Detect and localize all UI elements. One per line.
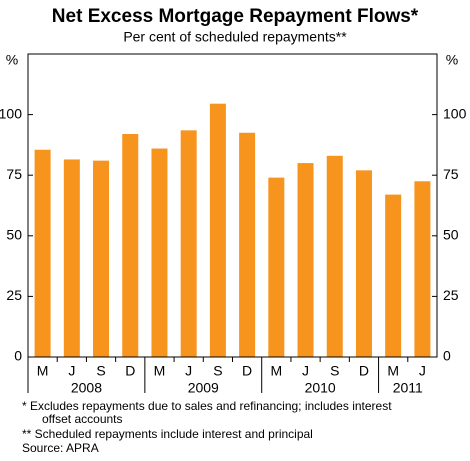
plot-frame xyxy=(27,53,438,358)
x-tick-label: D xyxy=(359,363,369,379)
x-tick-label: J xyxy=(302,363,309,379)
year-label: 2010 xyxy=(305,380,336,396)
bar xyxy=(209,103,226,357)
bar xyxy=(151,148,168,357)
bar xyxy=(414,181,431,357)
bar xyxy=(268,177,285,357)
x-tick-label: D xyxy=(242,363,252,379)
chart-subtitle: Per cent of scheduled repayments** xyxy=(123,29,347,45)
x-tick-label: M xyxy=(387,363,399,379)
x-tick-label: J xyxy=(419,363,426,379)
y-tick-label: 50 xyxy=(6,227,22,243)
note: offset accounts xyxy=(42,412,123,426)
year-label: 2011 xyxy=(393,380,423,396)
year-label: 2008 xyxy=(71,380,102,396)
chart-title: Net Excess Mortgage Repayment Flows* xyxy=(52,6,419,27)
y-tick-label: 50 xyxy=(443,227,459,243)
y-tick-label: 25 xyxy=(443,287,459,303)
y-tick-label: 25 xyxy=(6,287,22,303)
bar xyxy=(326,155,343,357)
bar xyxy=(63,159,80,357)
y-tick-label: 100 xyxy=(0,105,22,121)
bar xyxy=(385,194,402,357)
x-tick-label: M xyxy=(154,363,166,379)
y-tick-label: 0 xyxy=(14,348,22,364)
note: Source: APRA xyxy=(22,441,99,455)
x-tick-label: M xyxy=(37,363,49,379)
bar xyxy=(180,130,197,357)
bar xyxy=(93,160,110,357)
y-tick-label: 0 xyxy=(443,348,451,364)
x-tick-label: S xyxy=(96,363,105,379)
year-label: 2009 xyxy=(188,380,219,396)
x-tick-label: D xyxy=(125,363,135,379)
y-unit-left: % xyxy=(6,52,18,68)
x-tick-label: S xyxy=(213,363,222,379)
bar xyxy=(34,149,51,357)
x-tick-label: J xyxy=(68,363,75,379)
x-tick-label: M xyxy=(270,363,282,379)
note: * Excludes repayments due to sales and r… xyxy=(22,399,392,413)
bar xyxy=(239,132,256,357)
y-unit-right: % xyxy=(446,52,458,68)
y-tick-label: 75 xyxy=(443,166,459,182)
bar xyxy=(297,163,314,357)
y-tick-label: 100 xyxy=(443,105,467,121)
x-tick-label: J xyxy=(185,363,192,379)
note: ** Scheduled repayments include interest… xyxy=(22,427,313,441)
x-tick-label: S xyxy=(330,363,339,379)
bar xyxy=(122,133,139,357)
bar xyxy=(355,170,372,357)
y-tick-label: 75 xyxy=(6,166,22,182)
